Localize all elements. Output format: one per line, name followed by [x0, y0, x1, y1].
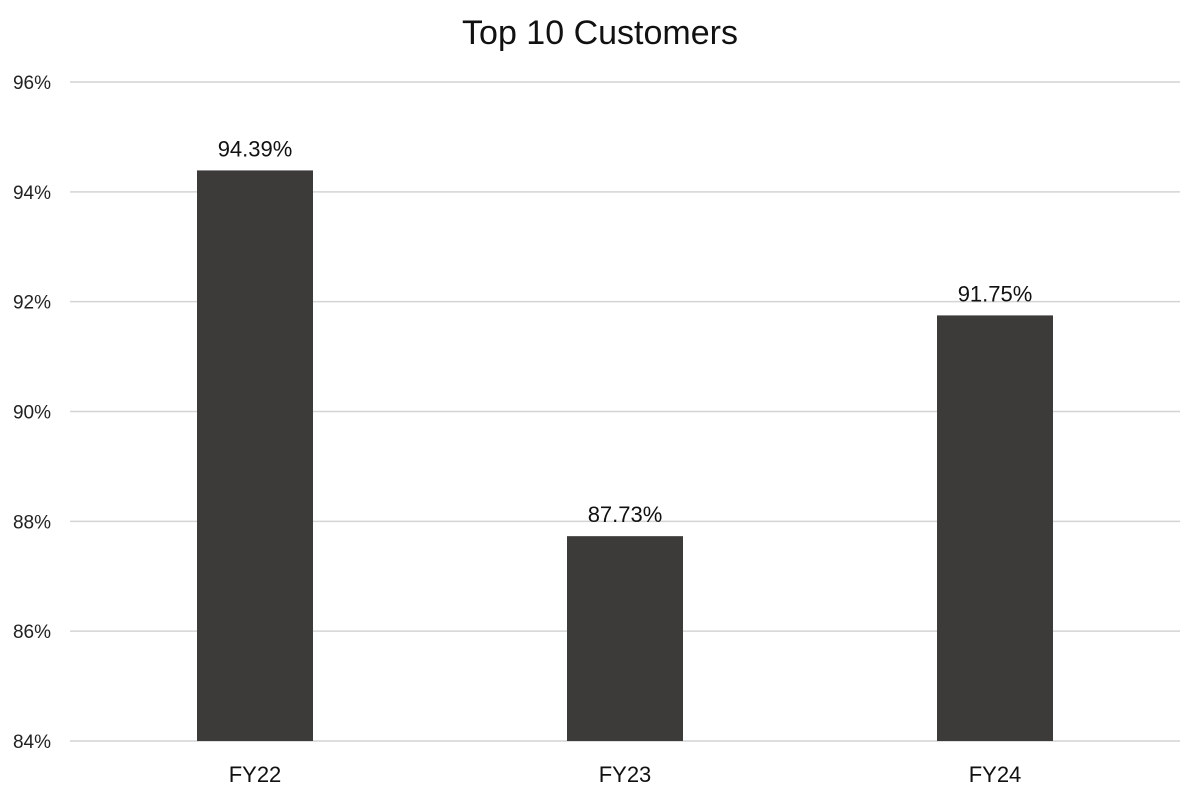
- x-tick-label-fy22: FY22: [229, 762, 282, 787]
- y-tick-label: 90%: [13, 403, 51, 424]
- data-labels: 94.39% 87.73% 91.75%: [218, 136, 1033, 527]
- bars: [197, 170, 1053, 741]
- y-tick-label: 88%: [13, 512, 51, 533]
- y-tick-label: 92%: [13, 293, 51, 314]
- x-tick-label-fy24: FY24: [969, 762, 1022, 787]
- x-axis-ticks: FY22 FY23 FY24: [229, 762, 1022, 787]
- x-tick-label-fy23: FY23: [599, 762, 652, 787]
- data-label-fy24: 91.75%: [958, 281, 1033, 306]
- y-axis-ticks: 84% 86% 88% 90% 92% 94% 96%: [13, 73, 51, 753]
- bar-fy24: [937, 315, 1053, 741]
- bar-fy22: [197, 170, 313, 741]
- data-label-fy23: 87.73%: [588, 502, 663, 527]
- y-tick-label: 94%: [13, 183, 51, 204]
- bar-fy23: [567, 536, 683, 741]
- chart-title: Top 10 Customers: [462, 14, 738, 52]
- y-tick-label: 84%: [13, 732, 51, 753]
- y-tick-label: 96%: [13, 73, 51, 94]
- y-tick-label: 86%: [13, 622, 51, 643]
- data-label-fy22: 94.39%: [218, 136, 293, 161]
